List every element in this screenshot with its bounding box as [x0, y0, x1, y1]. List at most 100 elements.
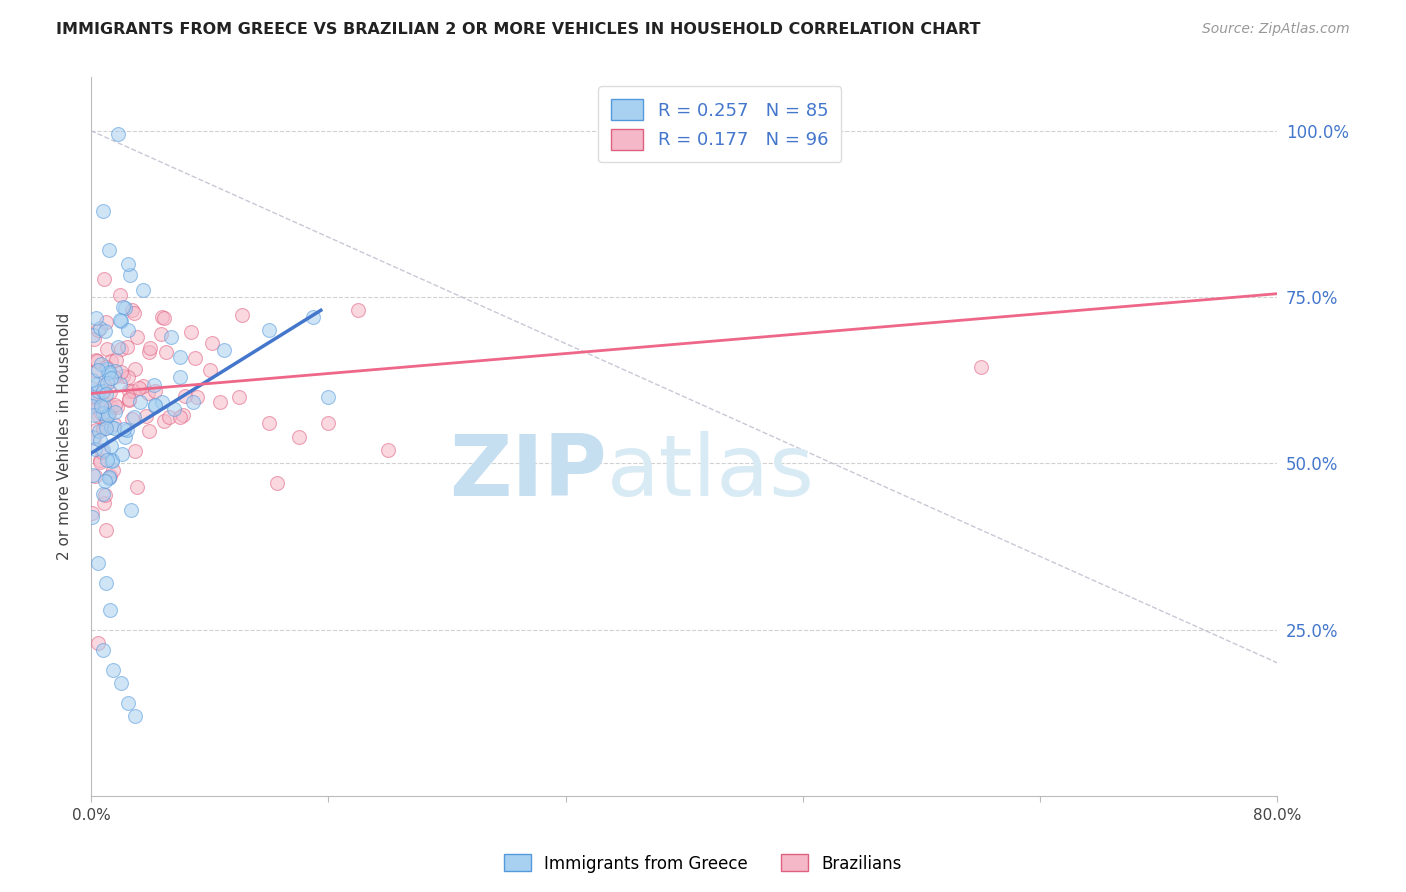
- Point: [96, 409, 118, 424]
- Point: [91, 642, 114, 657]
- Point: [101, 663, 124, 677]
- Point: [124, 410, 146, 425]
- Point: [117, 323, 139, 337]
- Point: [98, 470, 121, 484]
- Point: [94, 523, 117, 537]
- Point: [82, 430, 104, 444]
- Point: [128, 381, 150, 395]
- Point: [96, 342, 118, 356]
- Point: [86, 323, 108, 337]
- Point: [84, 353, 107, 368]
- Point: [93, 406, 115, 420]
- Point: [114, 430, 136, 444]
- Point: [160, 330, 183, 344]
- Point: [150, 395, 173, 409]
- Point: [86, 353, 108, 368]
- Point: [107, 127, 129, 141]
- Point: [143, 378, 166, 392]
- Point: [110, 365, 132, 379]
- Point: [115, 340, 138, 354]
- Point: [89, 321, 111, 335]
- Point: [83, 442, 105, 456]
- Point: [214, 343, 236, 358]
- Point: [87, 556, 110, 570]
- Point: [84, 310, 107, 325]
- Point: [169, 409, 191, 424]
- Point: [104, 353, 127, 368]
- Point: [94, 324, 117, 338]
- Point: [100, 419, 122, 434]
- Point: [100, 439, 122, 453]
- Point: [155, 345, 177, 359]
- Point: [124, 443, 146, 458]
- Point: [115, 423, 138, 437]
- Point: [90, 399, 112, 413]
- Point: [257, 323, 280, 337]
- Point: [98, 406, 121, 420]
- Point: [94, 421, 117, 435]
- Point: [111, 300, 134, 314]
- Point: [84, 390, 107, 404]
- Point: [86, 389, 108, 403]
- Point: [110, 314, 132, 328]
- Point: [94, 576, 117, 591]
- Point: [82, 373, 104, 387]
- Point: [186, 390, 208, 404]
- Point: [96, 359, 118, 374]
- Point: [108, 288, 131, 302]
- Point: [87, 363, 110, 377]
- Point: [83, 431, 105, 445]
- Point: [94, 387, 117, 401]
- Point: [169, 350, 191, 364]
- Point: [136, 386, 159, 401]
- Point: [93, 496, 115, 510]
- Point: [98, 603, 121, 617]
- Point: [96, 362, 118, 376]
- Point: [107, 340, 129, 354]
- Point: [96, 315, 118, 329]
- Point: [150, 310, 173, 324]
- Point: [198, 363, 221, 377]
- Point: [89, 406, 111, 420]
- Point: [84, 468, 107, 483]
- Point: [131, 378, 153, 392]
- Point: [103, 369, 125, 384]
- Point: [184, 351, 207, 366]
- Point: [108, 377, 131, 392]
- Point: [89, 409, 111, 424]
- Point: [89, 424, 111, 438]
- Point: [124, 709, 146, 723]
- Legend: Immigrants from Greece, Brazilians: Immigrants from Greece, Brazilians: [498, 847, 908, 880]
- Point: [97, 244, 120, 258]
- Point: [98, 385, 121, 400]
- Point: [124, 362, 146, 376]
- Point: [138, 424, 160, 438]
- Point: [117, 392, 139, 406]
- Point: [91, 443, 114, 458]
- Point: [82, 327, 104, 342]
- Point: [93, 378, 115, 392]
- Point: [121, 411, 143, 425]
- Text: ZIP: ZIP: [450, 431, 607, 514]
- Point: [169, 369, 191, 384]
- Point: [82, 397, 104, 411]
- Point: [87, 399, 110, 413]
- Point: [93, 271, 115, 285]
- Point: [100, 401, 122, 415]
- Point: [316, 390, 339, 404]
- Point: [153, 414, 176, 428]
- Point: [87, 636, 110, 650]
- Point: [118, 268, 141, 282]
- Point: [86, 376, 108, 391]
- Point: [91, 422, 114, 436]
- Point: [112, 422, 135, 436]
- Text: IMMIGRANTS FROM GREECE VS BRAZILIAN 2 OR MORE VEHICLES IN HOUSEHOLD CORRELATION : IMMIGRANTS FROM GREECE VS BRAZILIAN 2 OR…: [56, 22, 981, 37]
- Point: [143, 399, 166, 413]
- Point: [97, 366, 120, 380]
- Point: [150, 326, 173, 341]
- Point: [93, 384, 115, 399]
- Point: [103, 417, 125, 431]
- Point: [128, 395, 150, 409]
- Point: [100, 370, 122, 384]
- Point: [114, 301, 136, 316]
